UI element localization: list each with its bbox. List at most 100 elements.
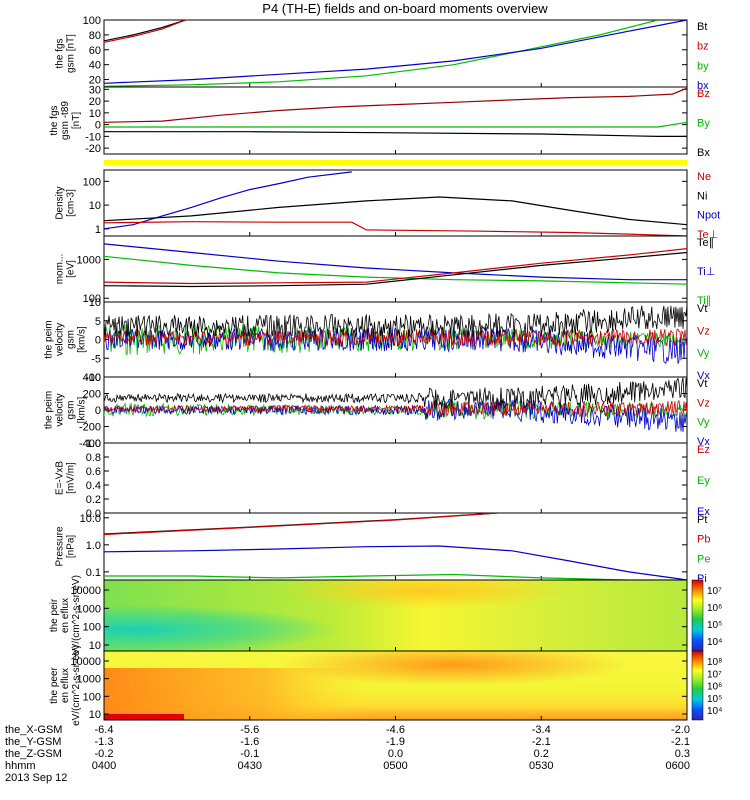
y-tick-label: 0.8 [86, 452, 101, 464]
plot-area [104, 87, 687, 137]
legend-entry: Bx [697, 147, 710, 159]
footer-row-label: the_X-GSM [5, 724, 62, 736]
legend-entry: Pt [697, 514, 707, 526]
plot-area [104, 20, 687, 87]
plot-area [104, 171, 687, 236]
footer-value: 0500 [383, 760, 407, 772]
footer-value: -4.6 [386, 724, 405, 736]
legend-entry: Vt [697, 303, 707, 315]
y-tick-label: 0.4 [86, 480, 101, 492]
y-tick-label: 0.1 [86, 567, 101, 579]
footer-value: -1.6 [240, 736, 259, 748]
y-axis-label: the fgsgsm -t89[nT] [49, 101, 82, 140]
y-tick-label: 20 [89, 75, 101, 87]
legend-entry: by [697, 60, 709, 72]
colorbar-label: 10⁷ [707, 669, 722, 680]
legend-entry: Vx [697, 370, 710, 382]
footer-value: 0430 [238, 760, 262, 772]
y-tick-label: -200 [79, 422, 101, 434]
legend-entry: Ti⊥ [697, 266, 715, 278]
series-line-Vt [104, 304, 687, 339]
legend-entry: Ni [697, 190, 707, 202]
footer-row-label: the_Z-GSM [5, 748, 62, 760]
series-line-Vy [104, 400, 687, 420]
legend-entry: Te∥ [697, 237, 714, 249]
footer-value: -1.9 [386, 736, 405, 748]
y-axis-label: E=-VxB[mV/m] [55, 461, 77, 496]
panel-frame [103, 442, 688, 514]
series-line-Ni [104, 196, 687, 226]
y-tick-label: -400 [79, 438, 101, 450]
legend-entry: Vt [697, 378, 707, 390]
y-axis-label: Pressure[nPa] [55, 526, 77, 566]
y-axis-label: the peiren efluxeV/(cm^2-s-sr-eV) [49, 575, 82, 656]
colorbar-label: 10⁶ [707, 603, 722, 614]
y-axis-label: the fgsgsm [nT] [55, 34, 77, 73]
y-tick-label: 10000 [70, 656, 101, 668]
footer-value: -0.1 [240, 748, 259, 760]
y-tick-label: 1.0 [86, 540, 101, 552]
legend-entry: Ey [697, 475, 710, 487]
y-tick-label: 10 [89, 709, 101, 721]
electron-spectrogram-hot-region [104, 651, 687, 720]
legend-entry: Pi [697, 573, 707, 585]
panel-6: 400 200 0 -200 -400 the peimvelocitygsm[km/s]… [44, 372, 711, 450]
legend-entry: Vy [697, 417, 710, 429]
series-line-Bz [104, 87, 687, 123]
colorbar-label: 10⁷ [707, 586, 722, 597]
y-tick-label: 10 [89, 108, 101, 120]
colorbar-label: 10⁵ [707, 620, 722, 631]
panel-frame [103, 169, 688, 237]
legend-entry: Npot [697, 210, 720, 222]
footer-value: 0.0 [388, 748, 403, 760]
legend-entry: Vx [697, 436, 710, 448]
y-tick-label: 0.2 [86, 494, 101, 506]
series-line-Ti⊥ [104, 243, 687, 281]
series-line-Vy [104, 324, 687, 356]
y-tick-label: 100 [83, 15, 101, 27]
series-line-Bx [104, 131, 687, 137]
y-tick-label: -10 [85, 131, 101, 143]
footer-value: -2.1 [671, 736, 690, 748]
y-tick-label: 100 [83, 176, 101, 188]
ion-spectrogram-warm-region [104, 580, 687, 651]
y-tick-label: 0 [95, 335, 101, 347]
y-tick-label: 100 [83, 691, 101, 703]
legend-entry: Bz [697, 88, 710, 100]
footer-value: -0.2 [95, 748, 114, 760]
y-tick-label: 10.0 [80, 513, 101, 525]
y-tick-label: 40 [89, 60, 101, 72]
y-tick-label: 1.0 [86, 438, 101, 450]
legend-entry: bz [697, 41, 709, 53]
series-line-bx [104, 20, 687, 84]
panel-8: 10.0 1.0 0.1 Pressure[nPa] Pt Pb Pe Pi [55, 512, 710, 585]
colorbar-scale [691, 650, 704, 721]
panel-5: 10 5 0 -5 -10 the peimvelocitygsm[km/s] Vt Vz Vy… [44, 297, 711, 384]
footer-value: 0600 [666, 760, 690, 772]
legend-entry: Vy [697, 348, 710, 360]
panel-frame [103, 19, 688, 88]
series-line-Te∥ [104, 251, 687, 288]
y-axis-label: the peimvelocitygsm[km/s] [44, 391, 88, 429]
y-tick-label: 200 [83, 389, 101, 401]
plot-area [104, 513, 687, 580]
legend-entry: Bt [697, 21, 707, 33]
y-tick-label: 0 [95, 120, 101, 132]
footer-value: 0.2 [534, 748, 549, 760]
footer-value: -2.1 [532, 736, 551, 748]
y-tick-label: 100 [83, 293, 101, 305]
colorbar-label: 10⁸ [707, 657, 722, 668]
y-tick-label: 1 [95, 224, 101, 236]
series-line-Vt [104, 377, 687, 410]
y-tick-label: 10 [89, 297, 101, 309]
panel-3: 100 10 1 Density[cm-3] Ne Ni Npot Te⊥ [55, 169, 720, 241]
footer-row-label: the_Y-GSM [5, 736, 61, 748]
footer-date: 2013 Sep 12 [5, 772, 67, 784]
legend-entry: Te⊥ [697, 229, 718, 241]
y-tick-label: 80 [89, 30, 101, 42]
y-tick-label: 10 [89, 640, 101, 652]
